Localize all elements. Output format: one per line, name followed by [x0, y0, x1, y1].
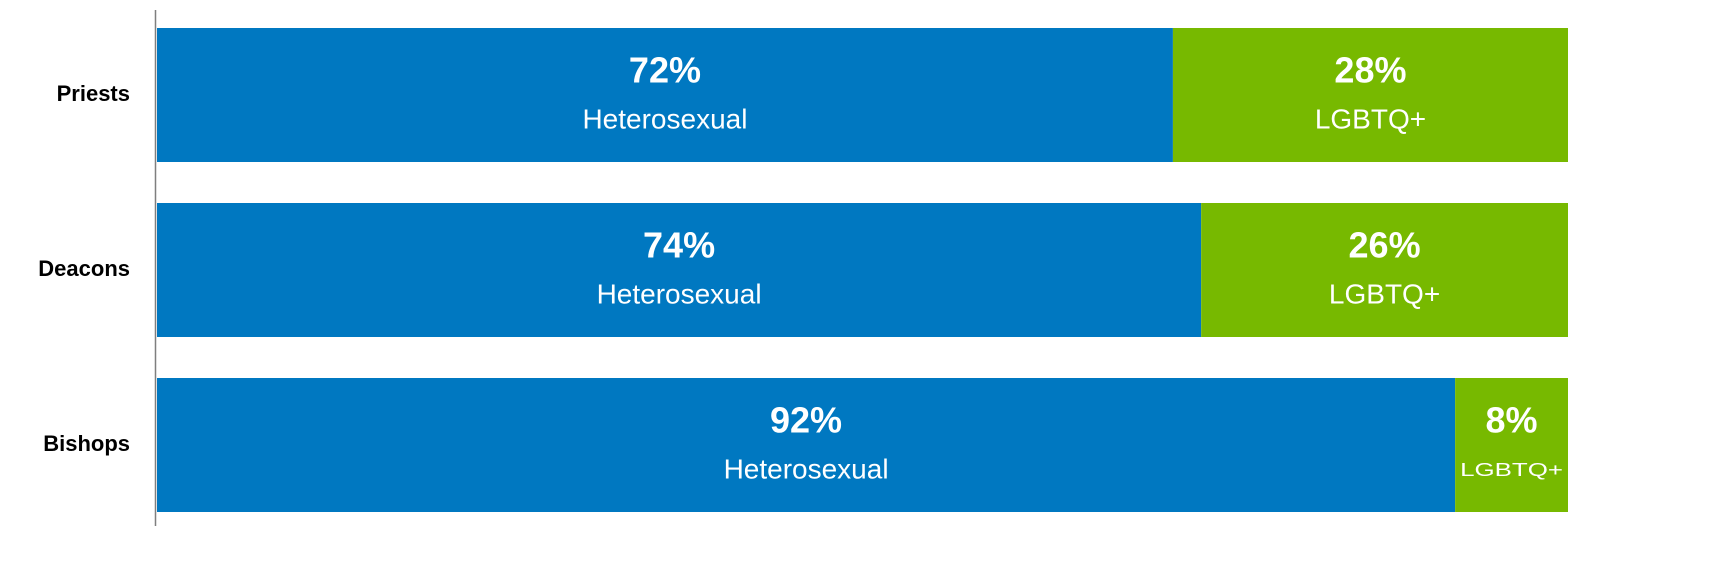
- segment-series-label: LGBTQ+: [1315, 103, 1426, 134]
- segment-series-label: LGBTQ+: [1329, 278, 1440, 309]
- category-label: Priests: [57, 81, 130, 106]
- bar-segment: [1172, 28, 1568, 162]
- bar-segment: [157, 28, 1173, 162]
- bar-segment: [1201, 203, 1568, 337]
- segment-series-label: Heterosexual: [597, 278, 762, 309]
- value-label: 92%: [770, 400, 842, 441]
- value-label: 74%: [643, 225, 715, 266]
- bar-segment: [1455, 378, 1568, 512]
- bar-segment: [157, 203, 1202, 337]
- segment-series-label: Heterosexual: [582, 103, 747, 134]
- value-label: 72%: [629, 50, 701, 91]
- bar-segment: [157, 378, 1456, 512]
- segment-series-label: LGBTQ+: [1460, 460, 1563, 480]
- value-label: 26%: [1349, 225, 1421, 266]
- category-label: Bishops: [43, 431, 130, 456]
- category-label: Deacons: [38, 256, 130, 281]
- segment-series-label: Heterosexual: [724, 453, 889, 484]
- value-label: 8%: [1486, 400, 1538, 441]
- value-label: 28%: [1334, 50, 1406, 91]
